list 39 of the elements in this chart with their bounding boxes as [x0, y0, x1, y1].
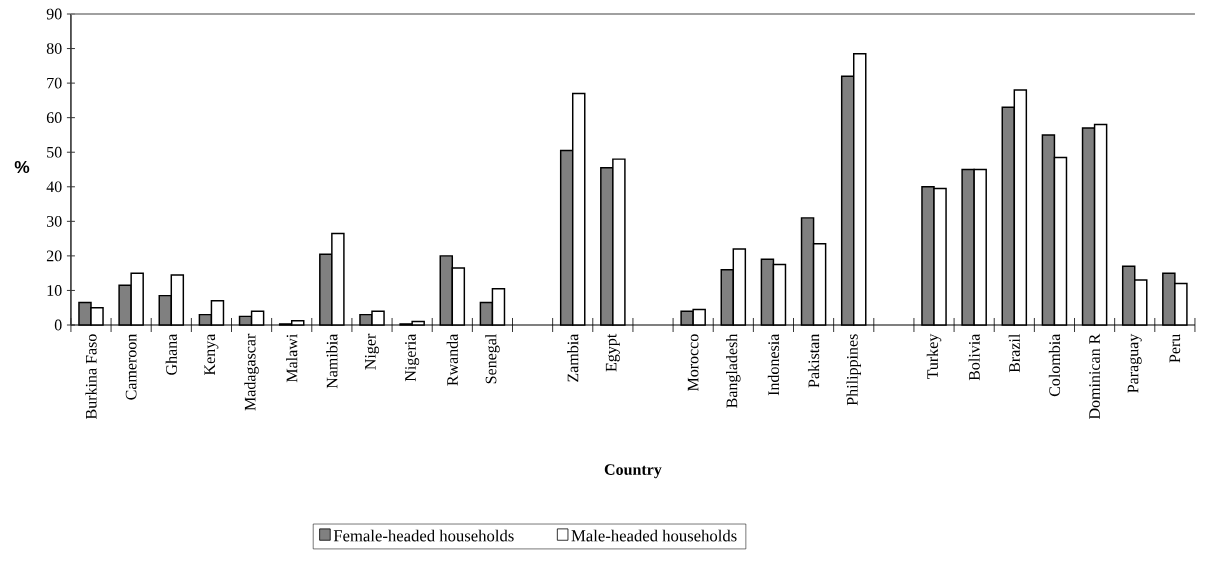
- y-tick-label: 60: [46, 112, 62, 124]
- y-tick-label: 20: [46, 250, 62, 262]
- legend-label: Male-headed households: [571, 529, 737, 542]
- x-tick-label: Zambia: [567, 333, 579, 382]
- x-axis-title: Country: [604, 464, 662, 479]
- x-tick-label: Indonesia: [767, 333, 780, 396]
- x-tick-label: Paraguay: [1127, 333, 1142, 393]
- x-tick-label: Morocco: [687, 334, 699, 392]
- x-tick-label: Bolivia: [968, 333, 980, 381]
- x-tick-label: Cameroon: [125, 333, 137, 400]
- x-tick-label: Kenya: [204, 333, 219, 376]
- x-tick-label: Ghana: [165, 333, 177, 375]
- x-tick-label: Namibia: [326, 333, 338, 389]
- x-tick-label: Senegal: [485, 334, 500, 384]
- x-tick-label: Rwanda: [446, 333, 458, 386]
- x-tick-label: Egypt: [605, 333, 620, 372]
- y-tick-label: 90: [46, 8, 62, 20]
- y-tick-label: 70: [47, 77, 62, 89]
- x-tick-label: Brazil: [1008, 334, 1020, 373]
- x-tick-label: Philippines: [846, 334, 861, 406]
- x-tick-label: Madagascar: [244, 333, 259, 411]
- x-tick-label: Burkina Faso: [85, 334, 97, 420]
- x-tick-label: Turkey: [926, 333, 942, 380]
- y-tick-label: 10: [47, 285, 62, 296]
- x-tick-label: Colombia: [1048, 333, 1061, 397]
- y-tick-label: 80: [46, 43, 62, 54]
- y-tick-label: 40: [46, 181, 62, 193]
- y-tick-label: 0: [54, 319, 62, 331]
- x-tick-label: Nigeria: [405, 333, 420, 382]
- x-tick-label: Bangladesh: [726, 333, 741, 408]
- y-axis-title: %: [14, 160, 30, 174]
- legend-label: Female-headed households: [333, 529, 514, 542]
- x-tick-label: Niger: [364, 333, 380, 370]
- y-tick-label: 30: [46, 215, 62, 227]
- x-tick-label: Dominican R: [1089, 333, 1100, 420]
- x-tick-label: Pakistan: [807, 333, 820, 388]
- x-tick-label: Malawi: [286, 334, 298, 383]
- x-tick-label: Peru: [1169, 334, 1181, 363]
- y-tick-label: 50: [47, 146, 62, 158]
